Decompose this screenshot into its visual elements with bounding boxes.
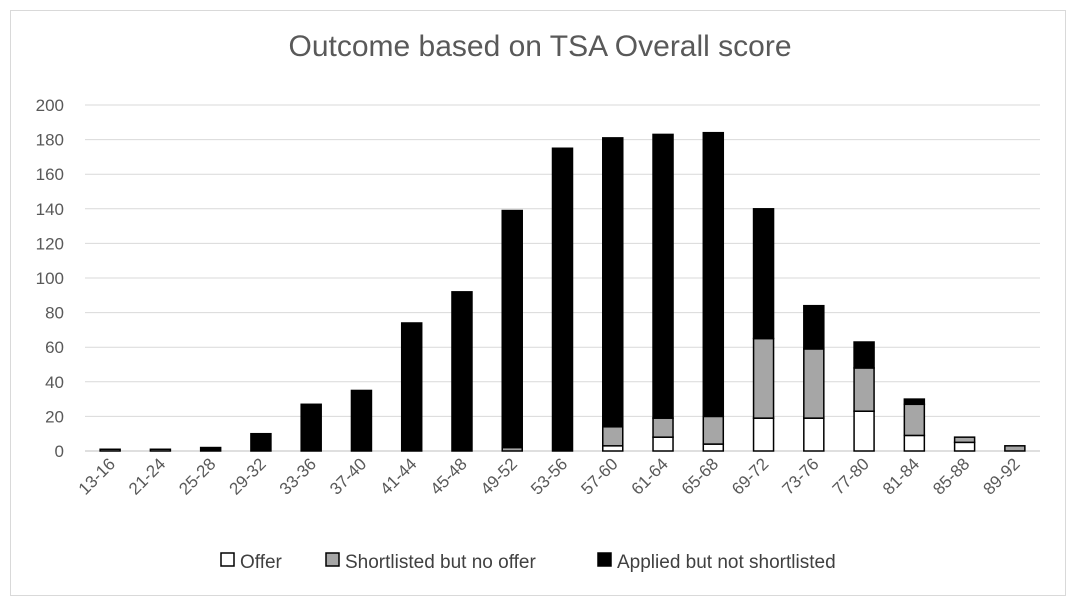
- chart-frame: [10, 10, 1066, 596]
- x-tick-label: 85-88: [929, 454, 973, 498]
- bar-segment: [853, 410, 875, 452]
- bar-segment: [853, 367, 875, 412]
- bar-segment: [652, 436, 674, 452]
- x-tick-label: 81-84: [879, 454, 923, 498]
- bar-segment: [1004, 445, 1026, 452]
- x-tick-label: 77-80: [829, 454, 873, 498]
- y-tick-label: 200: [36, 96, 64, 115]
- x-axis-ticks: 13-16 21-24 25-28 29-32 33-36 37-40 41-44 45-48…: [75, 454, 1024, 498]
- bar-segment: [551, 147, 574, 452]
- y-tick-label: 60: [45, 338, 64, 357]
- bar-segment: [752, 337, 775, 419]
- legend-label: Applied but not shortlisted: [617, 552, 836, 573]
- bar-segment: [652, 417, 674, 438]
- legend: Offer Shortlisted but no offer Applied but…: [220, 552, 836, 573]
- y-axis-ticks: 0 20 40 60 80 100 120 140 160 180 200: [36, 96, 64, 461]
- x-tick-label: 25-28: [175, 454, 219, 498]
- bar-segment: [803, 417, 825, 452]
- y-tick-label: 160: [36, 165, 64, 184]
- x-tick-label: 37-40: [326, 454, 370, 498]
- x-tick-label: 73-76: [778, 454, 822, 498]
- bar-segment: [853, 341, 875, 369]
- legend-swatch: [597, 552, 612, 567]
- x-tick-label: 65-68: [678, 454, 722, 498]
- bars: [99, 131, 1026, 452]
- y-tick-label: 100: [36, 269, 64, 288]
- x-tick-label: 45-48: [427, 454, 471, 498]
- x-tick-label: 33-36: [276, 454, 320, 498]
- x-tick-label: 29-32: [226, 454, 270, 498]
- bar-segment: [602, 137, 624, 428]
- y-tick-label: 120: [36, 234, 64, 253]
- bar-segment: [702, 443, 725, 452]
- y-tick-label: 180: [36, 131, 64, 150]
- y-tick-label: 140: [36, 200, 64, 219]
- bar-segment: [451, 291, 473, 452]
- y-tick-label: 20: [45, 407, 64, 426]
- bar-segment: [752, 208, 775, 340]
- x-tick-label: 61-64: [628, 454, 672, 498]
- legend-swatch: [220, 552, 235, 567]
- bar-segment: [803, 304, 825, 350]
- bar-segment: [400, 322, 423, 452]
- legend-swatch: [325, 552, 340, 567]
- bar-segment: [99, 448, 121, 452]
- bar-segment: [350, 389, 373, 452]
- bar-segment: [702, 131, 725, 418]
- x-tick-label: 69-72: [728, 454, 772, 498]
- x-tick-label: 41-44: [376, 454, 420, 498]
- bar-segment: [250, 432, 272, 452]
- bar-segment: [501, 209, 523, 449]
- bar-segment: [752, 417, 775, 452]
- x-tick-label: 57-60: [577, 454, 621, 498]
- y-tick-label: 0: [55, 442, 64, 461]
- bar-segment: [903, 434, 926, 452]
- legend-label: Shortlisted but no offer: [345, 552, 536, 573]
- chart-title: Outcome based on TSA Overall score: [288, 30, 792, 63]
- y-tick-label: 40: [45, 373, 64, 392]
- bar-segment: [149, 448, 172, 452]
- x-tick-label: 53-56: [527, 454, 571, 498]
- legend-label: Offer: [240, 552, 283, 573]
- x-tick-label: 21-24: [125, 454, 169, 498]
- bar-segment: [300, 403, 322, 452]
- bar-segment: [702, 415, 725, 445]
- bar-segment: [652, 133, 674, 419]
- x-tick-label: 49-52: [477, 454, 521, 498]
- bar-segment: [953, 441, 976, 452]
- x-tick-label: 89-92: [980, 454, 1024, 498]
- x-tick-label: 13-16: [75, 454, 119, 498]
- bar-segment: [602, 445, 624, 452]
- bar-segment: [903, 398, 926, 406]
- bar-segment: [199, 446, 222, 452]
- bar-segment: [803, 348, 825, 419]
- bar-segment: [602, 426, 624, 447]
- bar-segment: [903, 403, 926, 437]
- bar-segment: [953, 436, 976, 444]
- y-tick-label: 80: [45, 304, 64, 323]
